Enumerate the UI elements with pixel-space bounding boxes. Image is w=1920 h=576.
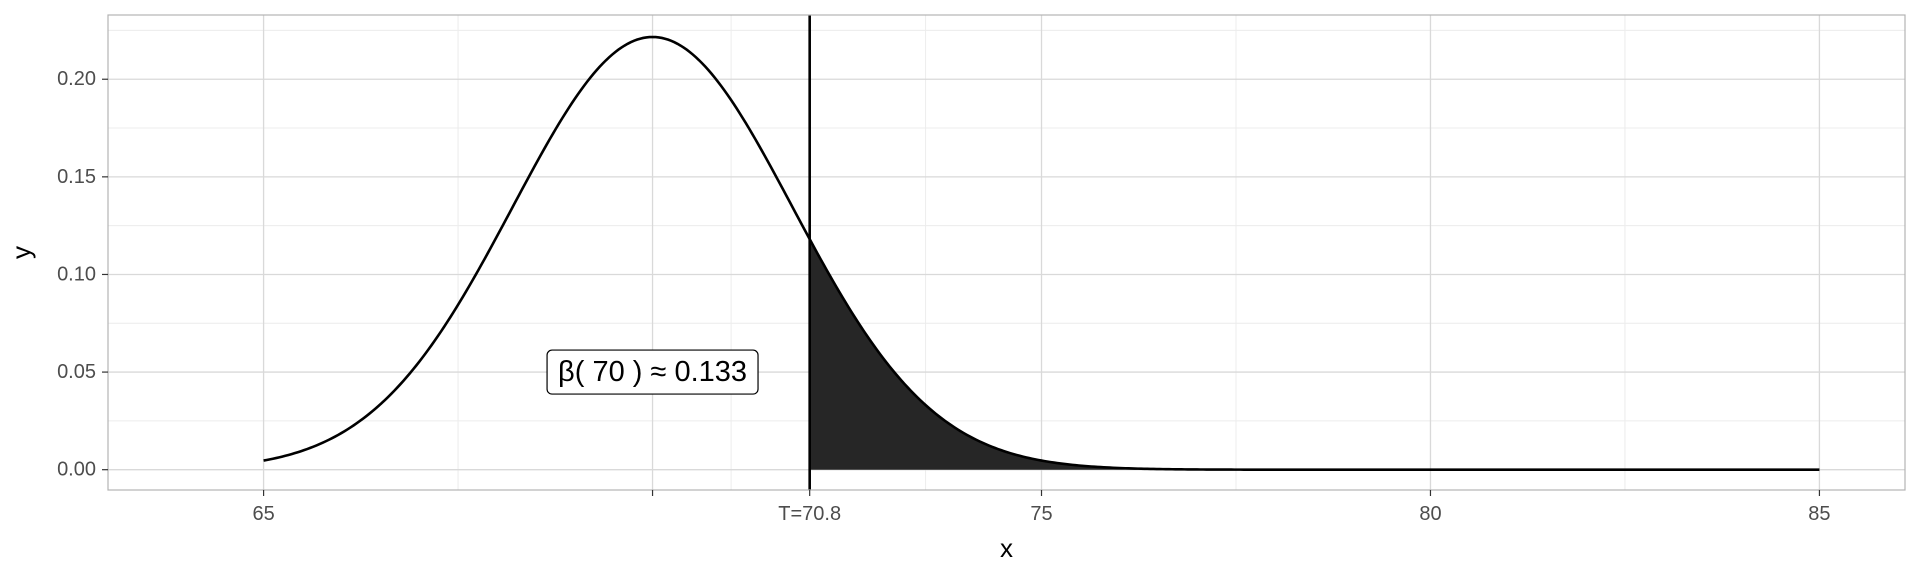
y-axis-title: y xyxy=(6,246,36,259)
shaded-tail-area xyxy=(809,239,1820,470)
plot-border xyxy=(107,14,1906,491)
y-axis-ticks: 0.00 0.05 0.10 0.15 0.20 xyxy=(57,68,108,481)
plot-panel xyxy=(108,15,1905,490)
beta-annotation: β( 70 ) ≈ 0.133 xyxy=(546,349,759,395)
density-curve xyxy=(263,35,1820,471)
minor-gridlines xyxy=(108,15,1905,490)
x-tick-label: 65 xyxy=(252,503,274,525)
y-tick-label: 0.10 xyxy=(57,263,96,285)
x-tick-label: 80 xyxy=(1419,503,1441,525)
x-axis-title: x xyxy=(1000,533,1013,563)
y-tick-label: 0.20 xyxy=(57,68,96,90)
x-axis-ticks: 65 T=70.8 75 80 85 xyxy=(252,490,1831,525)
annotation-label: β( 70 ) ≈ 0.133 xyxy=(558,356,747,388)
x-tick-label: 75 xyxy=(1030,503,1052,525)
y-tick-label: 0.05 xyxy=(57,361,96,383)
x-tick-label: T=70.8 xyxy=(778,503,841,525)
annotation-box xyxy=(546,349,759,395)
y-tick-label: 0.15 xyxy=(57,166,96,188)
y-tick-label: 0.00 xyxy=(57,459,96,481)
x-tick-label: 85 xyxy=(1808,503,1830,525)
